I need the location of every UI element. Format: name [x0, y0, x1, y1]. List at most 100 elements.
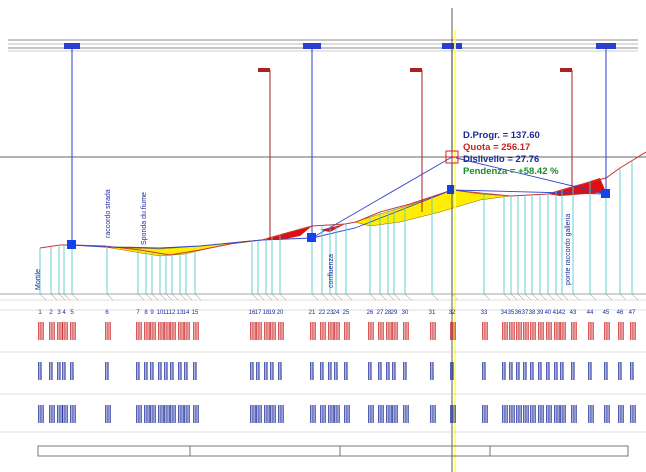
table-value-block: [320, 322, 322, 340]
table-value-block: [42, 405, 44, 423]
table-value-block: [57, 405, 59, 423]
table-value-block: [430, 322, 432, 340]
section-number: 38: [529, 310, 536, 316]
table-value-block: [620, 405, 622, 423]
table-value-block: [51, 362, 53, 380]
table-value-block: [504, 322, 506, 340]
station-tick: [58, 293, 66, 301]
table-value-block: [523, 405, 525, 423]
table-value-block: [109, 405, 111, 423]
vertex-handle[interactable]: [67, 240, 76, 249]
table-value-block: [324, 405, 326, 423]
table-value-block: [546, 405, 548, 423]
table-value-block: [178, 405, 180, 423]
table-value-block: [380, 322, 382, 340]
table-value-block: [268, 322, 270, 340]
table-value-block: [388, 322, 390, 340]
table-value-block: [172, 405, 174, 423]
table-value-block: [394, 362, 396, 380]
readout-dislivello: Dislivello = 27.76: [463, 154, 540, 165]
section-number: 47: [629, 310, 636, 316]
table-value-block: [344, 405, 346, 423]
table-value-block: [334, 362, 336, 380]
table-value-block: [70, 322, 72, 340]
vertex-handle[interactable]: [447, 185, 456, 194]
table-value-block: [53, 405, 55, 423]
table-value-block: [250, 362, 252, 380]
table-value-block: [38, 322, 40, 340]
table-value-block: [484, 322, 486, 340]
table-value-block: [382, 405, 384, 423]
section-number: 21: [309, 310, 316, 316]
table-value-block: [452, 322, 454, 340]
table-value-block: [450, 322, 452, 340]
table-value-block: [310, 405, 312, 423]
table-value-block: [154, 322, 156, 340]
table-value-block: [258, 322, 260, 340]
table-value-block: [322, 362, 324, 380]
section-number: 3: [57, 310, 61, 316]
table-value-block: [502, 405, 504, 423]
vertex-tag: [596, 43, 616, 49]
table-value-block: [172, 322, 174, 340]
table-value-block: [405, 362, 407, 380]
station-tick: [321, 293, 329, 301]
table-value-block: [571, 322, 573, 340]
table-value-block: [38, 362, 40, 380]
table-value-block: [634, 322, 636, 340]
table-value-block: [166, 362, 168, 380]
table-value-block: [432, 405, 434, 423]
vertex-handle[interactable]: [601, 189, 610, 198]
fill-area: [354, 189, 511, 227]
station-tick: [369, 293, 377, 301]
table-value-block: [511, 362, 513, 380]
section-number: 46: [617, 310, 624, 316]
station-tick: [483, 293, 491, 301]
table-value-block: [49, 322, 51, 340]
table-value-block: [630, 362, 632, 380]
station-tick: [50, 293, 58, 301]
table-value-block: [74, 322, 76, 340]
table-value-block: [314, 322, 316, 340]
table-value-block: [372, 322, 374, 340]
table-value-block: [59, 322, 61, 340]
table-value-block: [136, 405, 138, 423]
table-value-block: [146, 405, 148, 423]
table-value-block: [254, 322, 256, 340]
table-value-block: [630, 322, 632, 340]
vertex-tag: [64, 43, 80, 49]
table-value-block: [136, 322, 138, 340]
table-value-block: [604, 405, 606, 423]
vertex-handle[interactable]: [307, 233, 316, 242]
table-value-block: [280, 405, 282, 423]
table-value-block: [260, 405, 262, 423]
station-tick: [631, 293, 639, 301]
table-value-block: [390, 405, 392, 423]
table-value-block: [158, 322, 160, 340]
table-value-block: [562, 322, 564, 340]
table-value-block: [590, 362, 592, 380]
table-value-block: [346, 362, 348, 380]
table-value-block: [403, 362, 405, 380]
table-value-block: [272, 322, 274, 340]
table-value-block: [197, 322, 199, 340]
table-value-block: [336, 405, 338, 423]
table-value-block: [314, 405, 316, 423]
table-value-block: [548, 322, 550, 340]
table-value-block: [486, 322, 488, 340]
table-value-block: [520, 405, 522, 423]
table-value-block: [554, 322, 556, 340]
station-tick: [257, 293, 265, 301]
table-value-block: [166, 405, 168, 423]
table-value-block: [518, 405, 520, 423]
section-number: 9: [150, 310, 154, 316]
table-value-block: [386, 405, 388, 423]
table-value-block: [546, 362, 548, 380]
table-value-block: [260, 322, 262, 340]
station-tick: [589, 293, 597, 301]
cursor-crosshair[interactable]: [445, 8, 459, 472]
table-value-block: [530, 362, 532, 380]
table-value-block: [62, 362, 64, 380]
